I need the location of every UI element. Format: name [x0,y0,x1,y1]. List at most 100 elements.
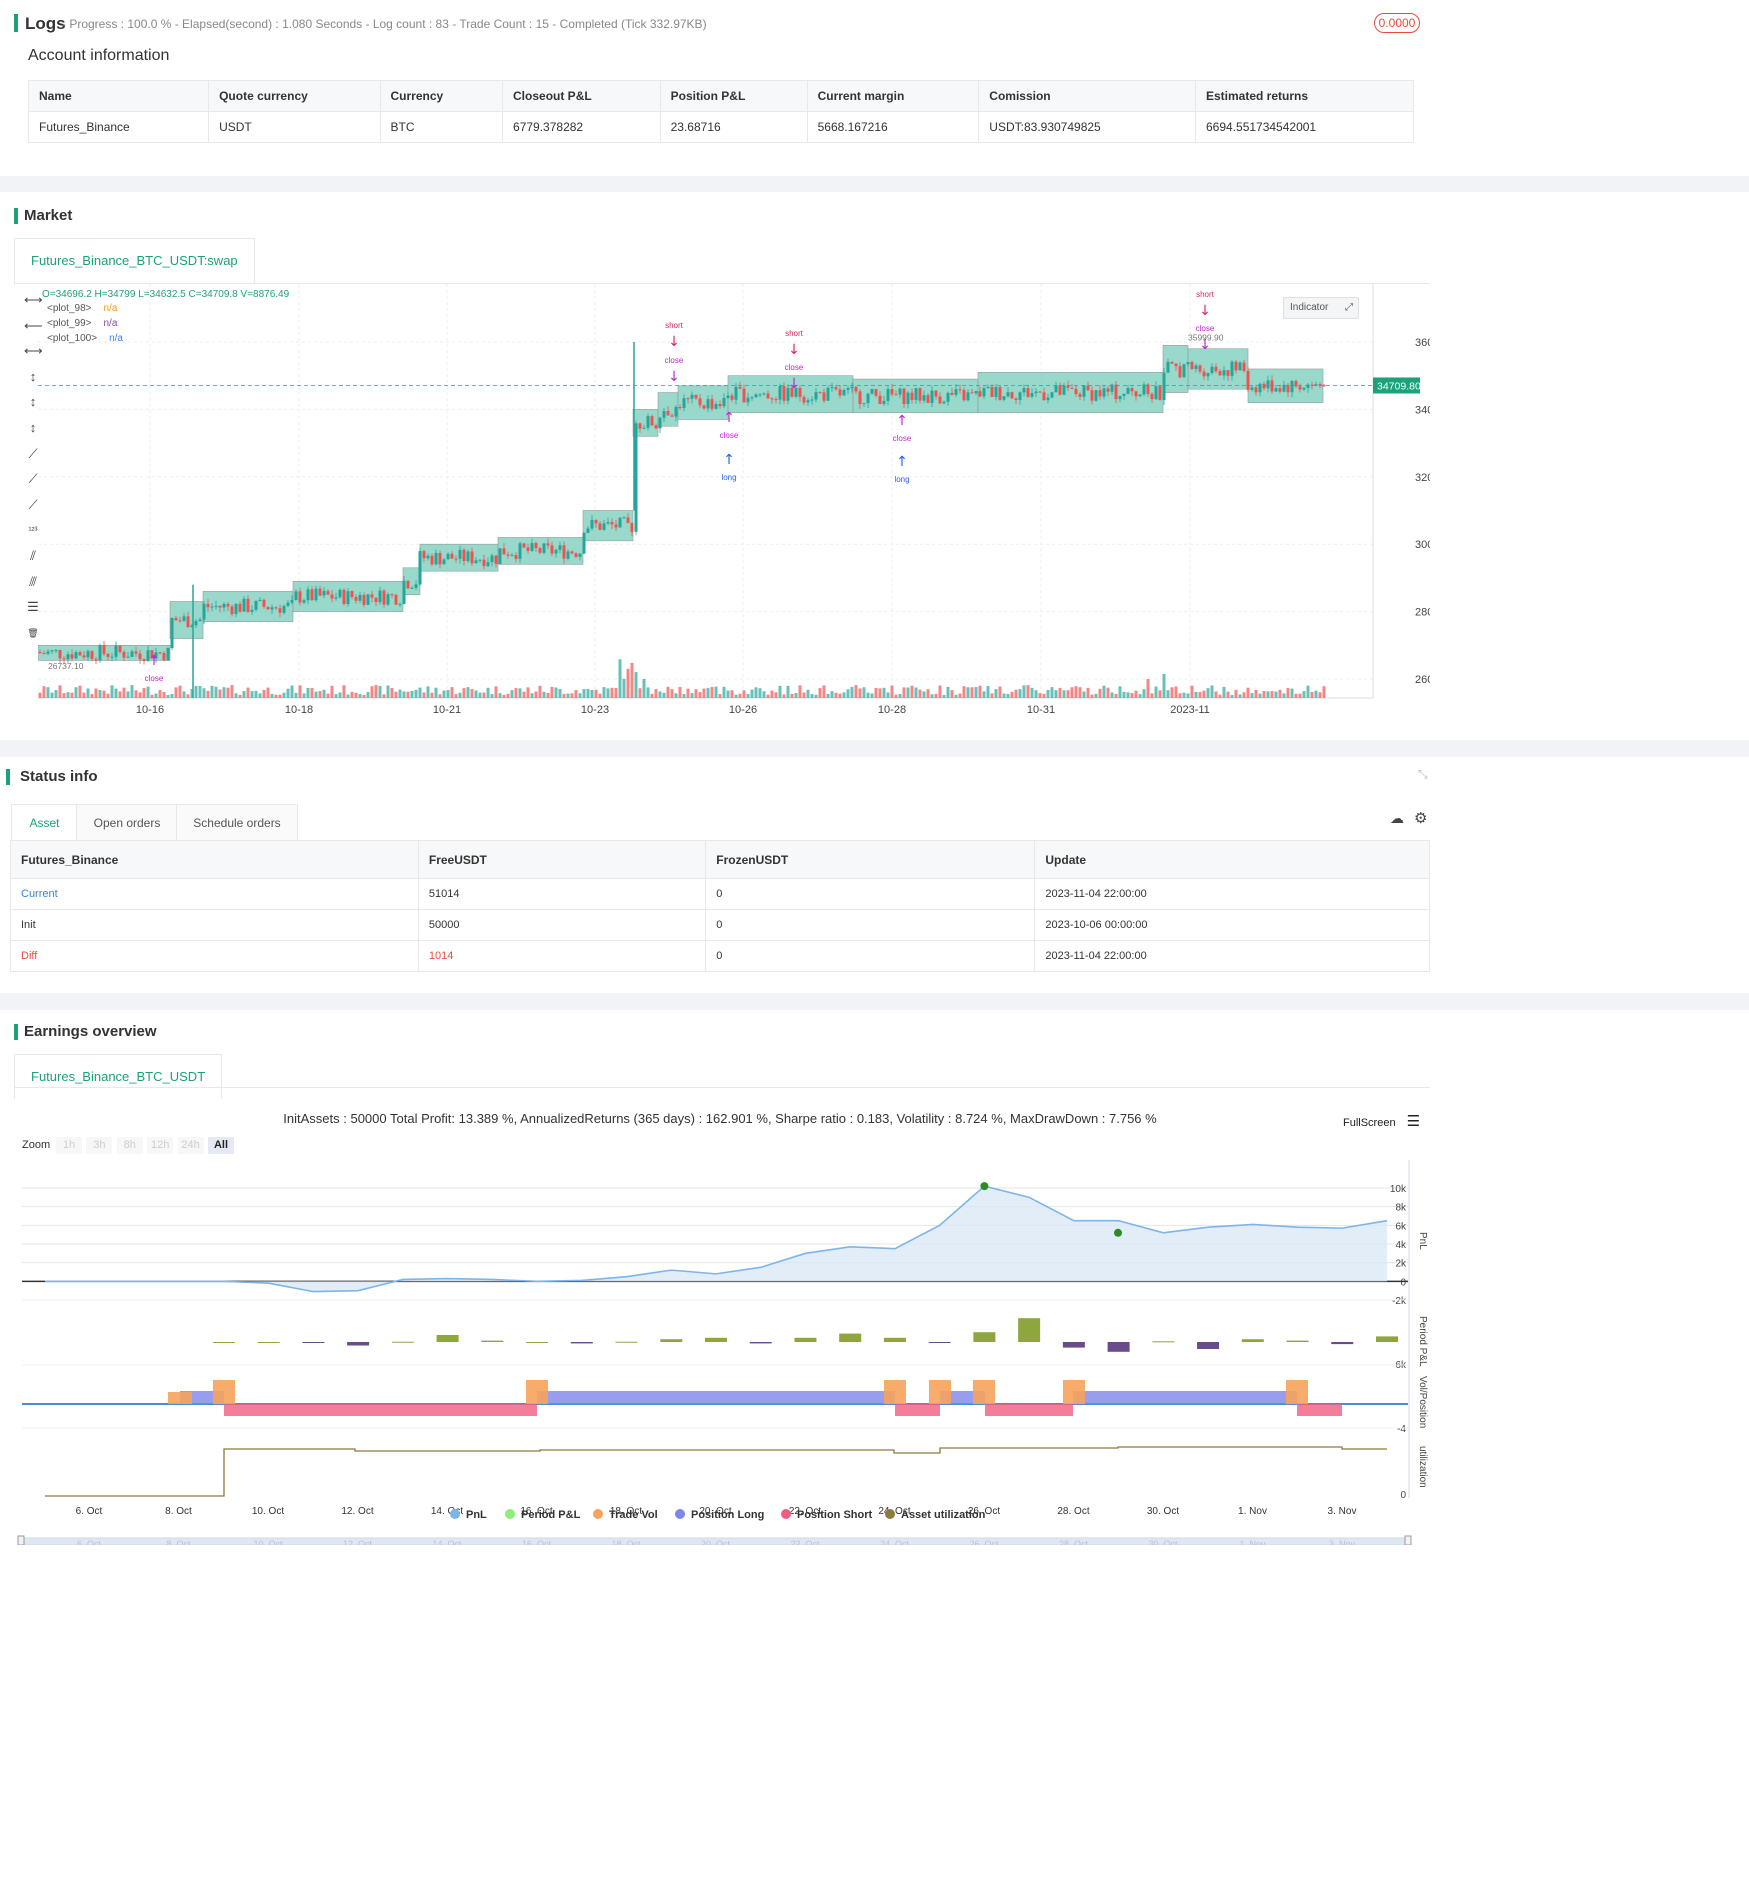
volume-bar [582,689,586,698]
zoom-8h-button[interactable]: 8h [116,1137,143,1154]
logs-badge[interactable]: 0.0000 [1374,13,1420,33]
earnings-summary: InitAssets : 50000 Total Profit: 13.389 … [283,1111,1157,1126]
vertical-ray-icon[interactable]: ↕ [29,420,37,435]
volume-bar [234,693,238,698]
max-pnl-marker [980,1182,989,1191]
candle-body [922,395,926,401]
vertical-segment-icon[interactable]: ↕ [29,394,37,410]
period-pnl-bar [347,1342,370,1346]
zoom-1h-button[interactable]: 1h [56,1137,82,1154]
status-cell: 2023-11-04 22:00:00 [1034,940,1430,972]
legend-marker [593,1509,603,1519]
time-tick-label: 10-31 [1027,704,1055,716]
tab-asset[interactable]: Asset [11,804,78,841]
volume-bar [874,688,878,698]
account-cell: 23.68716 [659,111,808,143]
candle-body [454,558,458,560]
volume-bar [1098,688,1102,698]
indicator-button[interactable]: Indicator ⤢ [1283,297,1359,319]
fib-levels-icon[interactable]: ☰ [27,599,39,615]
candle-body [218,605,222,608]
volume-bar [1026,685,1030,698]
zoom-3h-button[interactable]: 3h [86,1137,113,1154]
parallel-channel-icon[interactable]: ⫽ [30,548,36,563]
trend-ray-icon[interactable]: ⟋ [28,471,38,487]
volume-bar [1102,685,1106,698]
zoom-12h-button[interactable]: 12h [147,1137,174,1154]
candle-body [474,560,478,564]
collapse-icon[interactable]: ⤡ [1418,767,1428,781]
candle-body [686,398,690,400]
candle-body [118,645,122,652]
volume-bar [210,685,214,698]
candle-body [606,522,610,524]
cloud-download-icon[interactable]: ☁ [1390,810,1404,826]
volume-bar [922,691,926,698]
volume-bar [90,694,94,698]
fullscreen-button[interactable]: FullScreen ☰ [1343,1112,1420,1130]
volume-bar [86,688,90,698]
gear-icon[interactable]: ⚙ [1414,810,1428,827]
period-pnl-bar [1331,1342,1354,1345]
volume-bar [1166,690,1170,698]
volume-bar [942,694,946,698]
extended-line-icon[interactable]: ⟷ [24,343,43,359]
candle-body [882,400,886,404]
candle-body [590,519,594,529]
volume-bar [346,694,350,698]
horizontal-ray-icon[interactable]: ⟵ [24,317,43,333]
tab-market-symbol[interactable]: Futures_Binance_BTC_USDT:swap [14,238,255,283]
status-cell: Init [10,909,419,941]
zoom-24h-button[interactable]: 24h [177,1137,204,1154]
status-row: Init 50000 0 2023-10-06 00:00:00 [10,909,1430,941]
vertical-line-icon[interactable]: ↕ [29,368,37,384]
volume-bar [1134,690,1138,698]
earnings-tab-line [14,1087,1430,1088]
expand-icon[interactable]: ⤢ [1345,302,1353,313]
legend-item: Asset utilization [885,1509,986,1521]
tab-schedule-orders[interactable]: Schedule orders [176,804,298,841]
volume-bar [162,692,166,698]
volume-bar [450,687,454,698]
candle-body [730,395,734,400]
trend-line-icon[interactable]: ⟋ [28,445,38,461]
candle-body [598,523,602,530]
price-label-icon[interactable]: ¹²³ [28,525,38,536]
candle-body [1098,390,1102,397]
tab-earnings-symbol[interactable]: Futures_Binance_BTC_USDT [14,1054,223,1099]
candle-body [370,594,374,598]
candle-body [766,393,770,399]
plot-name: <plot_100> [47,333,98,344]
volume-bar [1122,691,1126,698]
candle-body [242,598,246,612]
period-pnl-axis-label: Period P&L [1417,1316,1428,1367]
candle-body [1038,391,1042,393]
volume-bar [1318,692,1322,698]
horizontal-line-icon[interactable]: ⟷ [24,292,43,307]
arrow-down-icon: ↓ [788,342,800,358]
volume-bar [218,689,222,698]
zoom-all-button[interactable]: All [208,1137,234,1154]
trend-angle-icon[interactable]: ⟋ [28,496,38,512]
trash-icon[interactable]: 🗑 [27,627,39,638]
candle-body [1154,386,1158,400]
candle-body [418,551,422,585]
status-cell: 50000 [417,909,707,941]
candle-body [1274,388,1278,392]
volume-bar [1290,688,1294,698]
menu-icon[interactable]: ☰ [1406,1113,1421,1130]
volume-bar [422,692,426,698]
candle-body [1246,371,1250,390]
volume-bar [534,691,538,698]
market-panel: Market Futures_Binance_BTC_USDT:swap ⟷ ⟵ ⟷… [0,192,1749,740]
pitchfork-icon[interactable]: ⫻ [29,573,37,589]
candle-body [1002,396,1006,400]
tab-open-orders[interactable]: Open orders [76,804,178,841]
account-cell: 6779.378282 [502,111,661,143]
candle-body [786,387,790,401]
volume-bar [806,689,810,698]
candle-body [646,416,650,428]
candle-body [266,606,270,610]
candlestick-chart[interactable]: 36000.00 34000.00 32000.00 30000.00 28000.00… [38,284,1430,732]
